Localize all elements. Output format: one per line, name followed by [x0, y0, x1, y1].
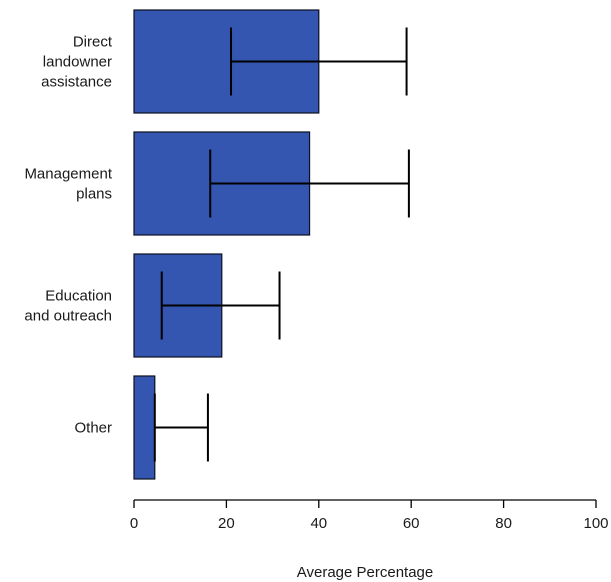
x-tick-label-1: 20 — [218, 515, 235, 532]
category-label-1-line-1: plans — [76, 186, 112, 203]
error-bar-0 — [230, 27, 408, 96]
x-tick-label-3: 60 — [403, 515, 420, 532]
x-axis: 0 20 40 60 80 100 — [130, 499, 609, 532]
category-label-1-line-0: Management — [24, 166, 112, 183]
category-label-2-line-0: Education — [45, 288, 112, 305]
x-tick-label-0: 0 — [130, 515, 138, 532]
x-tick-label-4: 80 — [495, 515, 512, 532]
category-label-0-line-2: assistance — [41, 74, 112, 91]
category-label-0-line-0: Direct — [73, 34, 113, 51]
x-tick-label-2: 40 — [310, 515, 327, 532]
error-bar-1 — [209, 149, 410, 218]
category-label-2-line-1: and outreach — [24, 308, 112, 325]
x-axis-title: Average Percentage — [297, 564, 434, 581]
error-bars-layer — [153, 27, 410, 462]
error-bar-3 — [153, 393, 209, 462]
category-label-3-line-0: Other — [74, 420, 112, 437]
bars-layer — [133, 9, 320, 480]
category-labels-layer: Direct landowner assistance Management plans… — [24, 34, 112, 437]
x-tick-label-5: 100 — [583, 515, 608, 532]
error-bar-2 — [160, 271, 281, 340]
category-label-0-line-1: landowner — [43, 54, 112, 71]
bar-3 — [133, 375, 156, 480]
